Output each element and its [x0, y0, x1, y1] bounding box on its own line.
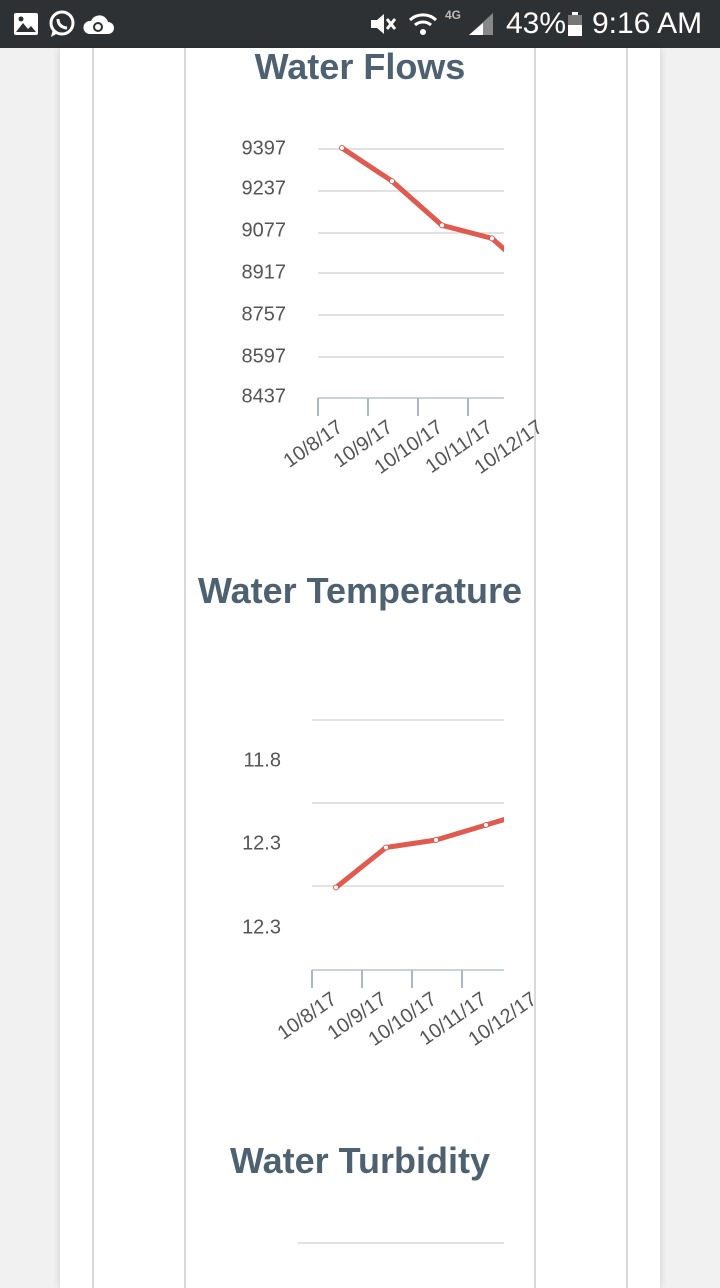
y-tick-label: 8757 [242, 303, 287, 325]
image-icon [12, 0, 40, 48]
water-temperature-title: Water Temperature [197, 570, 523, 611]
series-line [340, 145, 504, 253]
content-card [60, 48, 660, 1288]
y-tick-label: 12.3 [242, 916, 281, 938]
water-turbidity-chart [298, 1242, 504, 1244]
y-tick-label: 8597 [242, 345, 287, 367]
y-tick-label: 8917 [242, 261, 287, 283]
frame-divider [184, 48, 186, 1288]
data-point [383, 844, 389, 851]
data-point [439, 222, 445, 229]
data-point [333, 884, 339, 891]
battery-percent: 43% [506, 7, 567, 40]
data-point [389, 178, 395, 185]
y-tick-label: 9397 [242, 137, 287, 159]
data-point [483, 822, 489, 828]
whatsapp-icon [48, 0, 76, 48]
y-tick-label: 12.3 [242, 832, 281, 854]
status-time: 9:16 AM [592, 7, 703, 40]
network-type-label: 4G [444, 8, 461, 22]
battery-icon [566, 0, 584, 48]
y-tick-label: 11.8 [244, 749, 281, 771]
data-point [339, 145, 345, 151]
data-point [433, 837, 439, 843]
water-temperature-chart: 11.812.312.310/8/1710/9/1710/10/1710/11/… [242, 719, 541, 1051]
frame-divider [626, 48, 628, 1288]
mute-icon [368, 0, 398, 48]
y-tick-label: 9237 [242, 177, 287, 199]
data-point [489, 235, 495, 242]
frame-divider [92, 48, 94, 1288]
series-line [334, 816, 504, 890]
frame-divider [534, 48, 536, 1288]
status-bar: 4G 43% 9:16 AM [0, 0, 720, 48]
y-tick-label: 9077 [242, 219, 287, 241]
signal-icon [466, 0, 496, 48]
cloud-sync-icon [82, 0, 114, 48]
wifi-icon [408, 0, 438, 48]
water-flows-title: Water Flows [254, 46, 466, 87]
y-tick-label: 8437 [242, 385, 287, 407]
water-turbidity-title: Water Turbidity [230, 1140, 490, 1181]
water-flows-chart: 939792379077891787578597843710/8/1710/9/… [242, 137, 547, 478]
